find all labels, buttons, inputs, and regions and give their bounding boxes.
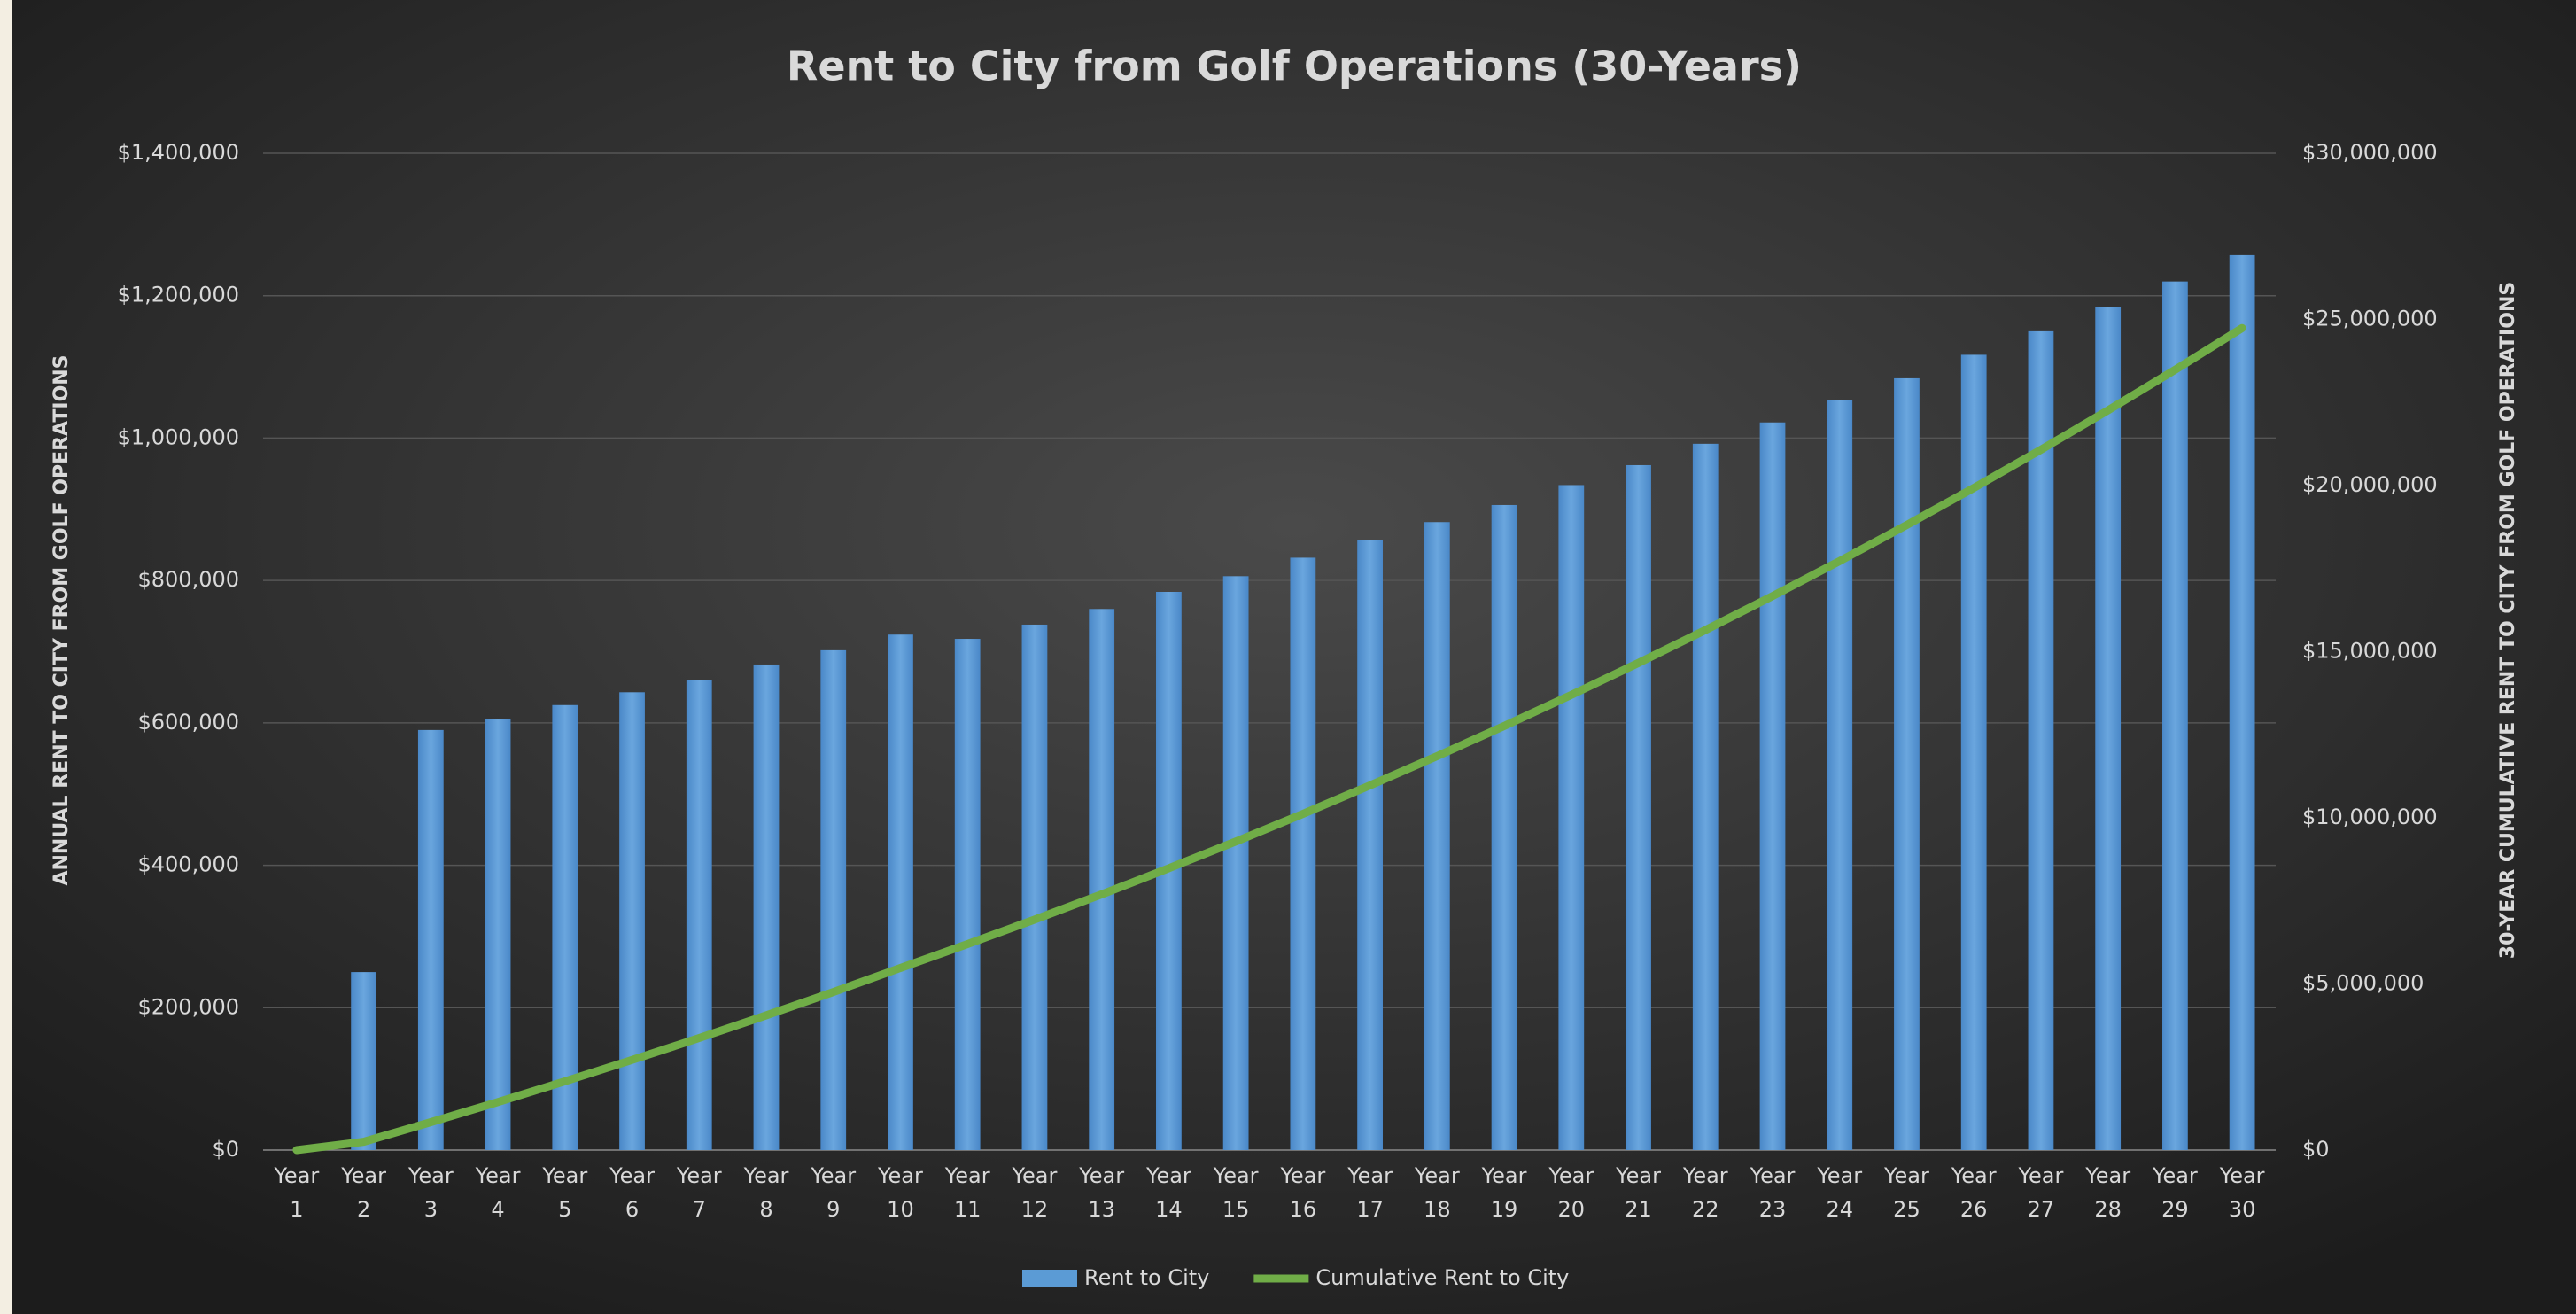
bar <box>1827 400 1853 1150</box>
y-axis-title: ANNUAL RENT TO CITY FROM GOLF OPERATIONS <box>50 354 73 885</box>
chart-container: Rent to City from Golf Operations (30-Ye… <box>12 0 2576 1314</box>
bar <box>351 972 376 1150</box>
bar <box>1960 354 1987 1150</box>
bar <box>1894 377 1920 1150</box>
x-tick-label: Year 28 <box>2085 1163 2131 1222</box>
bar <box>888 634 913 1150</box>
x-tick-label: Year 4 <box>475 1163 521 1222</box>
bar <box>820 649 847 1150</box>
bar <box>1424 522 1450 1150</box>
x-tick-label: Year 11 <box>944 1163 990 1222</box>
y-tick-label: $1,200,000 <box>118 283 239 307</box>
y2-tick-label: $25,000,000 <box>2302 307 2438 331</box>
x-tick-label: Year 10 <box>878 1163 923 1222</box>
x-tick-label: Year 13 <box>1079 1163 1125 1222</box>
x-tick-label: Year 3 <box>407 1163 454 1222</box>
x-tick-label: Year 19 <box>1481 1163 1527 1222</box>
x-tick-label: Year 26 <box>1951 1163 1997 1222</box>
bar <box>2095 307 2122 1151</box>
y2-axis-title: 30-YEAR CUMULATIVE RENT TO CITY FROM GOL… <box>2497 282 2519 959</box>
bar <box>1692 443 1719 1150</box>
x-tick-label: Year 17 <box>1347 1163 1393 1222</box>
bar <box>485 719 511 1150</box>
bar <box>1290 557 1316 1150</box>
y-tick-label: $600,000 <box>137 710 239 735</box>
x-tick-label: Year 16 <box>1280 1163 1326 1222</box>
legend-label: Cumulative Rent to City <box>1315 1265 1569 1290</box>
chart-title: Rent to City from Golf Operations (30-Ye… <box>787 43 1802 90</box>
x-tick-label: Year 14 <box>1145 1163 1191 1222</box>
bar <box>1222 576 1249 1150</box>
x-tick-label: Year 25 <box>1884 1163 1929 1222</box>
y-tick-label: $1,000,000 <box>118 424 239 449</box>
x-tick-label: Year 7 <box>676 1163 722 1222</box>
x-tick-label: Year 2 <box>341 1163 386 1222</box>
y2-tick-label: $15,000,000 <box>2302 639 2438 664</box>
x-tick-label: Year 1 <box>274 1163 320 1222</box>
y2-tick-label: $5,000,000 <box>2302 971 2424 996</box>
x-tick-label: Year 22 <box>1682 1163 1728 1222</box>
bar <box>1626 464 1651 1150</box>
bar <box>686 680 712 1150</box>
line <box>292 323 2246 1155</box>
x-tick-label: Year 5 <box>542 1163 588 1222</box>
bar <box>2028 330 2054 1151</box>
y2-tick-label: $0 <box>2302 1137 2330 1162</box>
bar <box>619 692 645 1150</box>
bar <box>2229 254 2255 1150</box>
x-tick-label: Year 30 <box>2219 1163 2265 1222</box>
y-tick-label: $0 <box>212 1137 239 1162</box>
x-tick-label: Year 6 <box>609 1163 655 1222</box>
legend-label: Rent to City <box>1084 1265 1209 1290</box>
bar <box>753 664 780 1150</box>
x-tick-label: Year 24 <box>1817 1163 1863 1222</box>
bar <box>1558 485 1585 1150</box>
legend-swatch <box>1022 1270 1077 1287</box>
x-tick-label: Year 8 <box>743 1163 789 1222</box>
x-tick-label: Year 27 <box>2018 1163 2064 1222</box>
bar <box>1491 504 1517 1150</box>
y-tick-label: $200,000 <box>137 994 239 1019</box>
y2-tick-label: $20,000,000 <box>2302 472 2438 497</box>
x-tick-label: Year 20 <box>1548 1163 1594 1222</box>
x-tick-label: Year 15 <box>1213 1163 1259 1222</box>
x-tick-label: Year 12 <box>1012 1163 1058 1222</box>
x-tick-label: Year 23 <box>1750 1163 1796 1222</box>
x-tick-label: Year 18 <box>1414 1163 1460 1222</box>
y-tick-label: $1,400,000 <box>118 140 239 165</box>
bar <box>1357 540 1383 1150</box>
bar <box>1021 624 1048 1150</box>
bar <box>417 729 444 1150</box>
y2-tick-label: $10,000,000 <box>2302 805 2438 829</box>
y-tick-label: $800,000 <box>137 567 239 592</box>
bar <box>1089 609 1115 1150</box>
bar <box>2162 281 2188 1151</box>
bar <box>1759 422 1786 1150</box>
x-tick-label: Year 29 <box>2152 1163 2198 1222</box>
y-tick-label: $400,000 <box>137 852 239 877</box>
x-tick-label: Year 9 <box>811 1163 857 1222</box>
y2-tick-label: $30,000,000 <box>2302 140 2438 165</box>
bar <box>954 639 981 1150</box>
x-tick-label: Year 21 <box>1616 1163 1661 1222</box>
chart: Rent to City from Golf Operations (30-Ye… <box>12 0 2576 1314</box>
